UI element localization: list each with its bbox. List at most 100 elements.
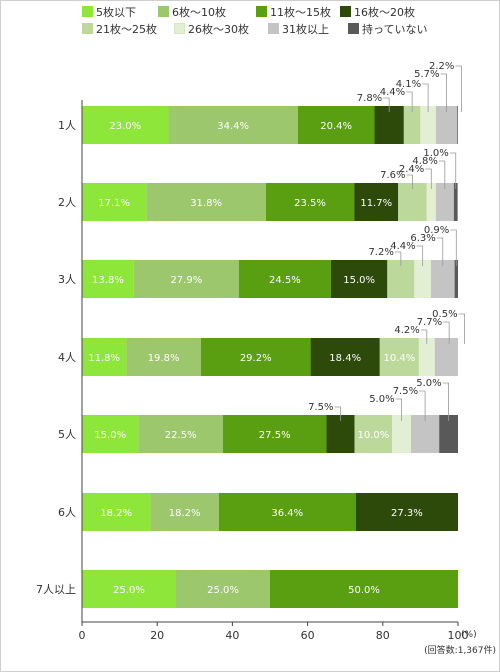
bar-segment — [82, 183, 147, 221]
legend-item-31-plus: 31枚以上 — [268, 23, 329, 37]
bar-value-label: 50.0% — [348, 585, 380, 596]
bar-value-label: 23.5% — [294, 198, 326, 209]
bar-value-label: 25.0% — [207, 585, 239, 596]
bar-segment — [420, 106, 436, 144]
bar-segment — [392, 415, 411, 453]
callout-leader-line — [436, 237, 444, 266]
bar-value-label: 10.4% — [383, 353, 415, 364]
callout-label: 5.7% — [414, 69, 439, 80]
bar-segment — [82, 338, 127, 376]
legend-label: 11枚～15枚 — [270, 6, 331, 19]
bar-segment — [82, 106, 169, 144]
callout-leader-line — [443, 321, 450, 344]
bar-segment — [374, 106, 404, 144]
bar-value-label: 15.0% — [94, 430, 126, 441]
callout-label: 4.4% — [380, 87, 405, 98]
bar-value-label: 15.0% — [343, 275, 375, 286]
legend-swatch — [82, 6, 93, 17]
legend-swatch — [348, 23, 359, 34]
bar-segment — [435, 183, 454, 221]
x-tick-label: 20 — [150, 629, 164, 642]
callout-label: 7.8% — [357, 93, 382, 104]
bar-segment — [414, 260, 431, 298]
bar-segment — [168, 106, 298, 144]
callout-leader-line — [422, 83, 429, 112]
callout-leader-line — [440, 73, 447, 112]
category-label: 5人 — [58, 428, 76, 441]
bar-value-label: 23.0% — [109, 121, 141, 132]
bar-segment — [218, 493, 356, 531]
callout-label: 4.1% — [396, 79, 421, 90]
bar-segment — [270, 570, 458, 608]
bar-value-label: 18.2% — [169, 508, 201, 519]
bar-value-label: 29.2% — [240, 353, 272, 364]
response-count-note: (回答数:1,367件) — [424, 644, 496, 656]
legend-item-26-30: 26枚～30枚 — [174, 23, 249, 37]
callout-label: 2.4% — [399, 164, 424, 175]
category-label: 6人 — [58, 506, 76, 519]
bar-segment — [133, 260, 239, 298]
bar-segment — [418, 338, 435, 376]
bar-segment — [435, 106, 458, 144]
legend-label: 31枚以上 — [282, 23, 329, 36]
bar-segment — [426, 183, 436, 221]
callout-leader-line — [438, 160, 446, 189]
bar-segment — [439, 415, 458, 453]
bar-segment — [126, 338, 201, 376]
legend-item-21-25: 21枚～25枚 — [82, 23, 157, 37]
legend-swatch — [174, 23, 185, 34]
category-label: 3人 — [58, 273, 76, 286]
bar-value-label: 17.1% — [98, 198, 130, 209]
bar-segment — [434, 338, 458, 376]
x-tick-label: 40 — [225, 629, 239, 642]
legend-item-16-20: 16枚～20枚 — [340, 6, 415, 20]
legend-label: 5枚以下 — [96, 6, 136, 19]
bar-segment — [238, 260, 331, 298]
callout-label: 4.4% — [390, 241, 415, 252]
legend-swatch — [340, 6, 351, 17]
bar-segment — [146, 183, 266, 221]
bar-segment — [82, 570, 176, 608]
callout-leader-line — [420, 329, 428, 344]
legend-label: 26枚～30枚 — [188, 23, 249, 36]
bar-segment — [454, 260, 458, 298]
legend-label: 16枚～20枚 — [354, 6, 415, 19]
bar-segment — [379, 338, 419, 376]
legend-swatch — [82, 23, 93, 34]
bar-value-label: 24.5% — [269, 275, 301, 286]
bar-value-label: 34.4% — [217, 121, 249, 132]
bar-value-label: 10.0% — [358, 430, 390, 441]
bar-segment — [430, 260, 455, 298]
legend-swatch — [158, 6, 169, 17]
x-tick-label: 60 — [301, 629, 315, 642]
bar-segment — [326, 415, 355, 453]
bar-segment — [223, 415, 327, 453]
legend-label: 21枚～25枚 — [96, 23, 157, 36]
callout-leader-line — [406, 174, 413, 189]
bar-value-label: 11.8% — [88, 353, 120, 364]
callout-leader-line — [449, 152, 457, 189]
x-axis-unit: (%) — [461, 630, 477, 640]
callout-label: 7.6% — [380, 170, 405, 181]
legend-label: 持っていない — [362, 23, 428, 36]
bar-value-label: 27.3% — [391, 508, 423, 519]
callout-label: 4.2% — [394, 325, 419, 336]
callout-leader-line — [450, 229, 457, 266]
legend-item-5-or-less: 5枚以下 — [82, 6, 136, 20]
bar-value-label: 25.0% — [113, 585, 145, 596]
bar-segment — [457, 106, 458, 144]
bar-segment — [82, 260, 134, 298]
callout-leader-line — [416, 245, 424, 266]
bar-segment — [403, 106, 421, 144]
callout-leader-line — [406, 91, 413, 112]
bar-segment — [310, 338, 380, 376]
bar-value-label: 11.7% — [360, 198, 392, 209]
bar-segment — [354, 183, 399, 221]
bar-segment — [150, 493, 219, 531]
callout-label: 7.2% — [368, 247, 393, 258]
category-label: 1人 — [58, 119, 76, 132]
callout-leader-line — [458, 313, 465, 344]
bar-segment — [398, 183, 427, 221]
bar-segment — [354, 415, 393, 453]
bar-segment — [138, 415, 223, 453]
